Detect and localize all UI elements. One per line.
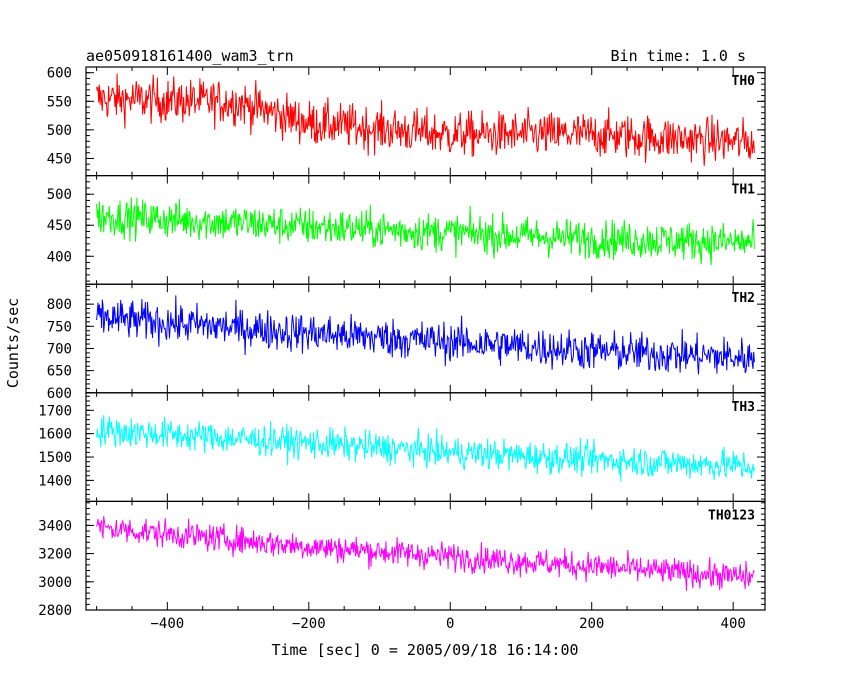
y-tick-label: 1500 bbox=[38, 450, 72, 466]
panel-label: TH3 bbox=[732, 400, 755, 415]
panel-frame bbox=[85, 66, 766, 177]
y-tick-label: 1400 bbox=[38, 473, 72, 489]
bin-time-label: Bin time: 1.0 s bbox=[611, 47, 746, 65]
panel-th3: 1400 1500 1600 1700 TH3 bbox=[38, 392, 766, 502]
y-tick-label: 3200 bbox=[38, 547, 72, 563]
x-axis-label: Time [sec] 0 = 2005/09/18 16:14:00 bbox=[271, 641, 578, 659]
y-tick-label: 3000 bbox=[38, 575, 72, 591]
y-tick-label: 600 bbox=[47, 66, 72, 82]
y-tick-label: 1700 bbox=[38, 403, 72, 419]
y-tick-label: 550 bbox=[47, 94, 72, 110]
y-tick-label: 3400 bbox=[38, 518, 72, 534]
x-axis: −400 −200 0 200 400 bbox=[150, 616, 745, 632]
y-tick-label: 800 bbox=[47, 297, 72, 313]
panels-group: 450 500 550 600 TH0 400 450 500 TH1 600 650 700 750 8… bbox=[38, 66, 766, 619]
y-tick-label: 650 bbox=[47, 364, 72, 380]
series-th0123 bbox=[96, 516, 755, 591]
y-tick-label: 500 bbox=[47, 123, 72, 139]
panel-th1: 400 450 500 TH1 bbox=[47, 175, 766, 285]
y-tick-label: 450 bbox=[47, 218, 72, 234]
panel-frame bbox=[85, 392, 766, 502]
panel-frame bbox=[85, 500, 766, 611]
y-tick-label: 400 bbox=[47, 249, 72, 265]
y-tick-label: 700 bbox=[47, 341, 72, 357]
series-th1 bbox=[96, 197, 755, 266]
panel-label: TH0 bbox=[732, 74, 756, 89]
panel-th0: 450 500 550 600 TH0 bbox=[47, 66, 766, 177]
x-tick-label: 200 bbox=[579, 616, 604, 632]
y-tick-label: 500 bbox=[47, 187, 72, 203]
y-tick-label: 450 bbox=[47, 151, 72, 167]
y-tick-label: 2800 bbox=[38, 603, 72, 619]
chart-title: ae050918161400_wam3_trn bbox=[86, 47, 294, 65]
y-tick-label: 1600 bbox=[38, 427, 72, 443]
panel-label: TH2 bbox=[732, 291, 755, 306]
x-tick-label: 400 bbox=[721, 616, 746, 632]
x-tick-label: −200 bbox=[292, 616, 326, 632]
y-axis-label: Counts/sec bbox=[4, 298, 22, 388]
y-tick-label: 600 bbox=[47, 386, 72, 402]
panel-th0123: 2800 3000 3200 3400 TH0123 bbox=[38, 500, 766, 619]
panel-th2: 600 650 700 750 800 TH2 bbox=[47, 283, 766, 402]
panel-label: TH1 bbox=[732, 183, 756, 198]
series-th0 bbox=[96, 73, 755, 167]
series-th2 bbox=[96, 295, 755, 375]
x-tick-label: 0 bbox=[446, 616, 454, 632]
series-th3 bbox=[96, 415, 755, 482]
x-tick-label: −400 bbox=[150, 616, 184, 632]
panel-label: TH0123 bbox=[708, 508, 755, 523]
y-tick-label: 750 bbox=[47, 319, 72, 335]
